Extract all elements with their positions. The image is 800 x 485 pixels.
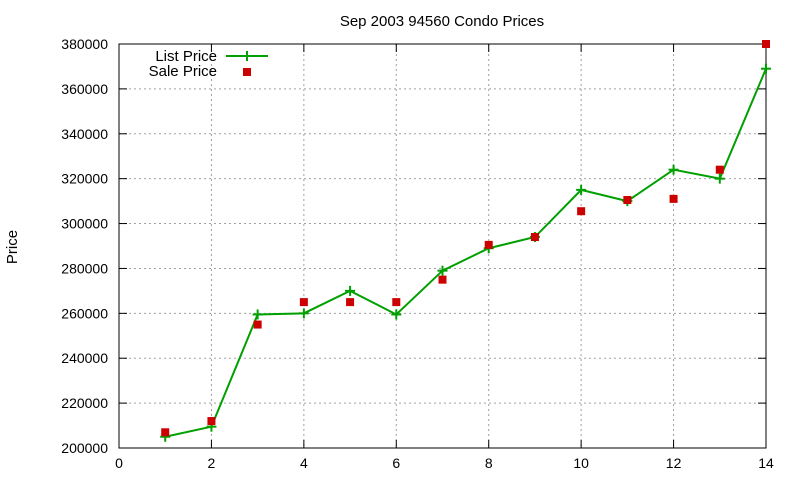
list-price-point: [345, 285, 356, 296]
tick-labels: 0 2 4 6 8 10 12 14 200000 220000 240000 260000 28000…: [61, 36, 774, 471]
y-tick-label: 360000: [61, 81, 108, 97]
sale-price-point: [161, 428, 170, 437]
sale-price-point: [253, 320, 262, 329]
sale-price-point: [484, 240, 493, 249]
list-price-point: [298, 308, 309, 319]
list-price-point: [252, 309, 263, 320]
sale-price-point: [207, 417, 216, 426]
sale-price-point: [577, 207, 586, 216]
list-price-point: [668, 164, 679, 175]
legend-marker-sale-price: [243, 68, 251, 76]
list-price-point: [576, 184, 587, 195]
sale-price-point: [438, 275, 447, 284]
list-price-line: [165, 68, 767, 438]
y-tick-label: 240000: [61, 350, 108, 366]
y-tick-label: 300000: [61, 216, 108, 232]
legend-label-list-price: List Price: [155, 48, 217, 65]
series: [160, 40, 771, 442]
list-price-point: [714, 173, 725, 184]
sale-price-point: [669, 194, 678, 203]
list-price-point: [437, 265, 448, 276]
y-tick-label: 340000: [61, 126, 108, 142]
plot-border: [118, 43, 767, 449]
chart-title: Sep 2003 94560 Condo Prices: [340, 13, 544, 30]
list-price-point: [391, 309, 402, 320]
sale-price-point: [715, 165, 724, 174]
x-tick-label: 14: [758, 455, 774, 471]
sale-price-point: [623, 195, 632, 204]
x-tick-label: 12: [666, 455, 682, 471]
sale-price-point: [392, 298, 401, 307]
grid-lines: [119, 44, 766, 448]
y-tick-label: 220000: [61, 395, 108, 411]
sale-price-point: [762, 40, 770, 48]
x-tick-label: 0: [115, 455, 123, 471]
y-tick-label: 280000: [61, 260, 108, 276]
sale-price-point: [299, 298, 308, 307]
y-axis-label: Price: [4, 230, 21, 264]
legend-label-sale-price: Sale Price: [149, 63, 217, 80]
x-tick-label: 4: [300, 455, 308, 471]
x-tick-label: 6: [392, 455, 400, 471]
sale-price-point: [530, 233, 539, 242]
sale-price-point: [346, 298, 355, 307]
list-price-point: [761, 63, 771, 74]
x-tick-label: 8: [485, 455, 493, 471]
x-tick-label: 2: [208, 455, 216, 471]
y-tick-label: 200000: [61, 440, 108, 456]
y-tick-label: 320000: [61, 171, 108, 187]
x-tick-label: 10: [573, 455, 589, 471]
y-tick-label: 380000: [61, 36, 108, 52]
axes: [118, 43, 767, 449]
y-tick-label: 260000: [61, 305, 108, 321]
